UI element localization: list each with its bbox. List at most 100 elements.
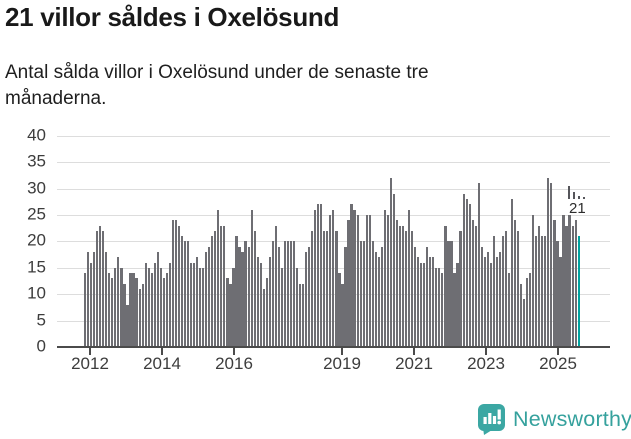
bar [523, 299, 526, 347]
bar [438, 267, 441, 347]
bar [444, 225, 447, 347]
bar [462, 193, 465, 347]
bar [562, 215, 565, 347]
bar [374, 251, 377, 347]
bar [317, 204, 320, 347]
bar [426, 246, 429, 347]
bar [305, 251, 308, 347]
latest-value-annotation: 21 [569, 200, 586, 217]
bar [398, 225, 402, 347]
bar [556, 241, 559, 347]
bar [235, 236, 238, 347]
bar [441, 273, 444, 347]
bar [256, 257, 259, 347]
bar [513, 220, 517, 347]
bar [102, 230, 105, 347]
bar [383, 209, 386, 347]
bar [544, 236, 547, 347]
bar [250, 209, 253, 347]
bar [371, 241, 374, 347]
bar [211, 236, 214, 347]
bar [247, 246, 250, 347]
bar [229, 283, 232, 347]
bar [435, 267, 438, 347]
bar [395, 220, 399, 347]
bar [253, 230, 256, 347]
gridline [57, 188, 610, 190]
bar [538, 225, 541, 347]
bar [189, 262, 193, 347]
bar [117, 257, 120, 347]
bar [120, 267, 123, 347]
x-axis-tick [485, 348, 487, 355]
bar [568, 215, 571, 347]
bar [123, 283, 126, 347]
bar [147, 267, 150, 347]
bar [156, 251, 159, 347]
y-axis-tick-label: 0 [36, 336, 46, 356]
bar [274, 225, 277, 347]
bar [407, 209, 411, 347]
bar [474, 225, 477, 347]
bar [389, 178, 392, 347]
x-axis-tick-label: 2019 [323, 354, 361, 373]
bar [180, 236, 184, 347]
page-title: 21 villor såldes i Oxelösund [5, 2, 340, 32]
x-axis-tick [413, 348, 415, 355]
bar [420, 262, 423, 347]
bar [244, 241, 247, 347]
bar [468, 204, 471, 347]
y-axis-tick-label: 25 [27, 204, 46, 224]
bar [186, 241, 190, 347]
bar [417, 257, 420, 347]
x-axis-tick-label: 2014 [143, 354, 181, 373]
x-axis-tick-label: 2012 [71, 354, 109, 373]
bar [314, 209, 317, 347]
x-axis-tick-label: 2016 [215, 354, 253, 373]
bar [432, 257, 435, 347]
bar [220, 225, 223, 347]
bar [480, 246, 483, 347]
bar [471, 220, 474, 347]
bar [350, 204, 353, 347]
bar [359, 241, 362, 347]
bar [483, 257, 486, 347]
bar [265, 278, 268, 347]
annotation-marker-icon [568, 186, 585, 199]
x-axis-tick [557, 348, 559, 355]
bar [168, 262, 171, 347]
bar [223, 225, 226, 347]
bar [259, 262, 262, 347]
bar [199, 267, 202, 347]
bar [193, 262, 196, 347]
bar [326, 230, 329, 347]
x-axis-tick [89, 348, 91, 355]
bar [504, 230, 508, 347]
bar [535, 236, 538, 347]
bar [550, 183, 553, 347]
x-axis-tick-label: 2025 [539, 354, 577, 373]
bar [429, 257, 432, 347]
bar [302, 283, 305, 347]
bar [377, 257, 380, 347]
bar [183, 241, 187, 347]
bar [150, 273, 153, 347]
gridline [57, 162, 610, 164]
bar [574, 220, 577, 347]
bar [529, 273, 532, 347]
bar [520, 283, 523, 347]
bar [323, 230, 326, 347]
bar [171, 220, 174, 347]
bar [353, 209, 356, 347]
bar [320, 204, 323, 347]
bar [338, 273, 341, 347]
bar [453, 273, 456, 347]
bar [205, 251, 208, 347]
bar [114, 267, 117, 347]
bar [232, 267, 235, 347]
bar [135, 278, 138, 347]
bar [553, 220, 556, 347]
bar [547, 178, 550, 347]
bar [559, 257, 562, 347]
